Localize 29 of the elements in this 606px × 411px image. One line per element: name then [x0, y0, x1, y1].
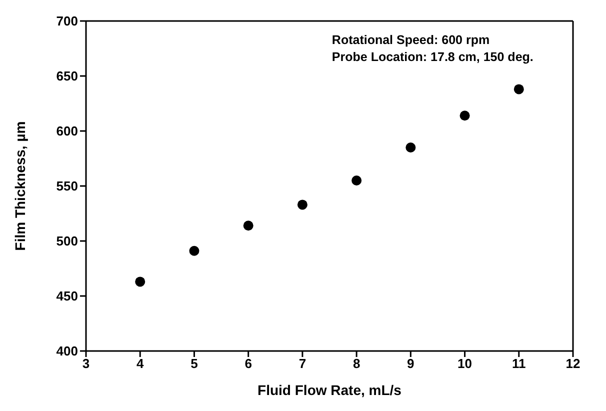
point — [135, 276, 146, 287]
point — [406, 142, 416, 152]
x-tick-label: 11 — [512, 356, 526, 372]
x-tick-label: 3 — [82, 356, 90, 372]
point — [297, 200, 308, 210]
point — [189, 246, 200, 256]
point — [460, 110, 470, 121]
point — [352, 176, 362, 186]
y-tick-label: 650 — [56, 68, 78, 84]
y-tick-label: 500 — [56, 234, 78, 249]
x-tick-label: 12 — [566, 356, 580, 372]
point — [243, 220, 254, 231]
y-axis-title: Film Thickness, µm — [12, 121, 28, 251]
x-axis-title: Fluid Flow Rate, mL/s — [258, 382, 402, 398]
x-tick-label: 6 — [244, 356, 252, 372]
x-tick-label: 8 — [352, 356, 360, 372]
x-tick-label: 4 — [136, 356, 144, 372]
y-tick-label: 550 — [56, 178, 78, 194]
y-tick-label: 600 — [56, 124, 78, 139]
x-tick-label: 9 — [407, 356, 414, 372]
point — [514, 84, 524, 94]
x-tick-label: 10 — [458, 356, 472, 372]
x-tick-label: 7 — [298, 356, 306, 372]
annotation: Probe Location: 17.8 cm, 150 deg. — [332, 50, 534, 64]
y-tick-label: 400 — [56, 344, 78, 359]
annotation: Rotational Speed: 600 rpm — [332, 33, 490, 47]
y-tick-label: 450 — [56, 288, 78, 304]
x-tick-label: 5 — [190, 356, 198, 372]
y-tick-label: 700 — [56, 14, 78, 29]
